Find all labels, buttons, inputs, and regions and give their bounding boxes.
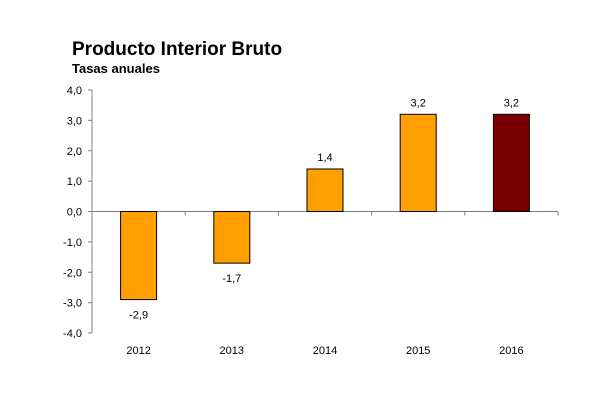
y-tick-label: 1,0 [67,176,82,188]
chart-subtitle: Tasas anuales [72,61,160,76]
x-tick-label-2015: 2015 [406,345,430,357]
data-label-2014: 1,4 [317,152,332,164]
y-tick-label: -2,0 [63,267,82,279]
x-tick-label-2013: 2013 [220,345,244,357]
data-label-2012: -2,9 [129,310,148,322]
y-tick-label: -3,0 [63,298,82,310]
labels: 4,0 3,0 2,0 1,0 0,0 -1,0 -2,0 -3,0 -4,0 -2,9 2012 -… [63,85,524,357]
bar-2016 [492,113,530,212]
bar-2013 [213,211,251,264]
y-tick-label: 2,0 [67,146,82,158]
x-tick-label-2014: 2014 [313,345,337,357]
y-tick-label: 4,0 [67,85,82,97]
bar-2012 [120,211,158,301]
y-tick-label: -1,0 [63,237,82,249]
x-tick-label-2012: 2012 [126,345,150,357]
bars [120,113,530,301]
y-tick-label: -4,0 [63,328,82,340]
y-tick-label: 3,0 [67,115,82,127]
data-label-2013: -1,7 [222,273,241,285]
data-label-2015: 3,2 [411,97,426,109]
bar-2014 [306,168,344,213]
bar-2015 [399,113,437,212]
chart-title: Producto Interior Bruto [72,39,282,60]
y-tick-label: 0,0 [67,207,82,219]
x-tick-label-2016: 2016 [499,345,523,357]
data-label-2016: 3,2 [504,97,519,109]
